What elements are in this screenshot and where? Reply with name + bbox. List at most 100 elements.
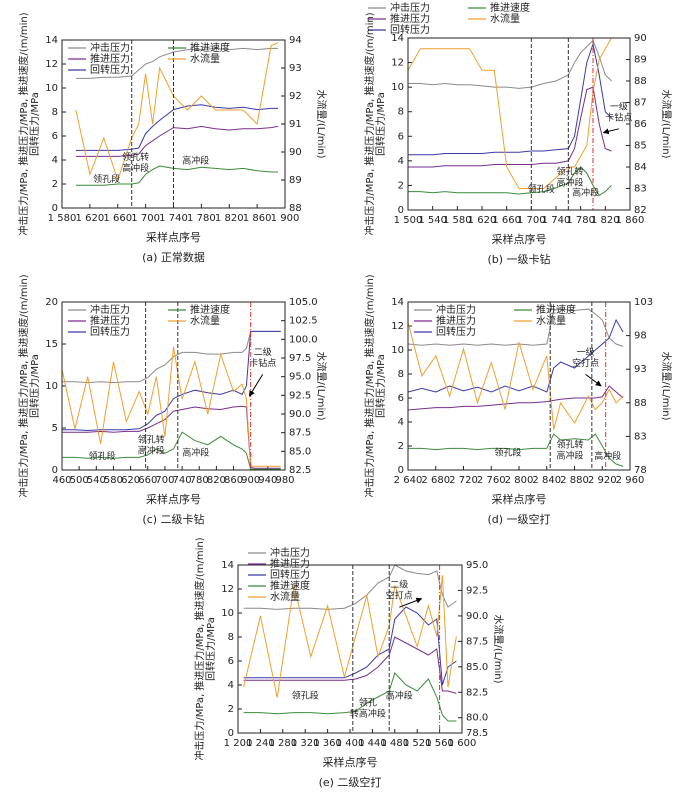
y-tick-label: 6: [52, 131, 58, 142]
y-axis-label: 回转压力/MPa: [204, 617, 217, 681]
annotation: 高冲段: [572, 186, 599, 198]
legend-label: 冲击压力: [90, 41, 130, 54]
panel: 2 640 2 680 2 720 2 760 2 800 2 840 2 880 2 920…: [363, 274, 673, 526]
y2-axis-label: 水流量/(L/min): [660, 90, 673, 159]
y-tick-label: 12: [391, 321, 404, 332]
x-tick-label: 1 600: [448, 738, 477, 749]
x-tick-label: 460: [52, 475, 71, 486]
x-tick-label: 1 740: [542, 215, 571, 226]
annotation: 二级: [390, 579, 408, 591]
x-tick-label: 660: [138, 475, 157, 486]
y2-tick-label: 100.0: [289, 334, 318, 345]
legend-label: 推进压力: [90, 314, 130, 327]
x-tick-label: 580: [104, 475, 123, 486]
y-tick-label: 10: [221, 608, 234, 619]
legend-label: 回转压力: [90, 63, 130, 76]
series-line: [243, 672, 457, 722]
y-tick-label: 8: [398, 107, 404, 118]
legend-label: 推进速度: [270, 579, 310, 592]
plot-frame: [61, 301, 286, 471]
y-tick-label: 6: [228, 656, 234, 667]
annotation: 转高冲段: [350, 707, 386, 719]
y2-tick-label: 92.5: [289, 390, 311, 401]
y2-tick-label: 91: [289, 119, 302, 130]
legend-label: 冲击压力: [270, 546, 310, 559]
plot-frame: [237, 564, 463, 734]
x-tick-label: 900: [241, 475, 260, 486]
x-tick-label: 1 620: [76, 213, 105, 224]
y-tick-label: 10: [391, 82, 404, 93]
y2-axis-label: 水流量/(L/min): [492, 615, 505, 684]
y2-tick-label: 92.5: [466, 585, 488, 596]
annotation: 一级: [610, 100, 628, 112]
x-tick-label: 1 280: [268, 738, 297, 749]
x-tick-label: 1 780: [566, 215, 595, 226]
x-axis-label: 采样点序号: [146, 230, 201, 244]
legend-label: 冲击压力: [436, 303, 476, 316]
x-axis-label: 采样点序号: [492, 492, 547, 506]
annotation: 领孔段: [292, 690, 319, 702]
y2-tick-label: 90: [289, 147, 302, 158]
y-tick-label: 10: [45, 83, 58, 94]
y2-tick-label: 87.5: [466, 636, 488, 647]
y2-axis-label: 水流量/(L/min): [315, 90, 328, 159]
series-line: [62, 330, 281, 384]
annotation: 高冲段: [182, 154, 209, 166]
y-tick-label: 20: [45, 297, 58, 308]
annotation: 领孔转: [557, 166, 584, 178]
series-line: [75, 47, 278, 79]
y-axis-label: 回转压力/MPa: [28, 92, 41, 156]
x-tick-label: 620: [121, 475, 140, 486]
legend-label: 推进压力: [270, 557, 310, 570]
y-tick-label: 8: [228, 632, 234, 643]
x-tick-label: 1 540: [418, 215, 447, 226]
y-axis-label: 冲击压力/MPa, 推进压力/MPa, 推进速度/(m/min): [193, 537, 206, 760]
y-tick-label: 14: [221, 560, 234, 571]
series-line: [75, 104, 278, 151]
legend-label: 推进速度: [536, 303, 576, 316]
y-tick-label: 2: [398, 180, 404, 191]
y-tick-label: 0: [52, 203, 58, 214]
x-tick-label: 820: [207, 475, 226, 486]
x-tick-label: 1 500: [394, 215, 423, 226]
y2-tick-label: 89: [634, 55, 647, 66]
annotation: 高冲段: [122, 162, 149, 174]
x-tick-label: 1 440: [358, 738, 387, 749]
y2-tick-label: 94: [289, 35, 302, 46]
x-tick-label: 2 880: [560, 475, 589, 486]
y-tick-label: 2: [228, 704, 234, 715]
chart-title: (d) 一级空打: [487, 512, 550, 526]
x-tick-label: 2 640: [394, 475, 423, 486]
legend-label: 冲击压力: [390, 1, 430, 14]
y2-tick-label: 88: [634, 398, 647, 409]
annotation: 领孔段: [494, 447, 521, 459]
y2-tick-label: 82: [634, 205, 647, 216]
series-line: [408, 433, 624, 467]
x-axis-label: 采样点序号: [323, 755, 378, 769]
y2-tick-label: 89: [289, 175, 302, 186]
x-tick-label: 2 680: [421, 475, 450, 486]
y-axis-label: 回转压力/MPa: [374, 354, 387, 418]
series-line: [243, 636, 457, 694]
x-tick-label: 2 800: [505, 475, 534, 486]
y2-tick-label: 102.5: [289, 316, 318, 327]
y-tick-label: 15: [45, 339, 58, 350]
y2-tick-label: 85.0: [289, 446, 311, 457]
legend-label: 水流量: [536, 314, 566, 327]
y2-tick-label: 82.5: [289, 465, 311, 476]
y-tick-label: 8: [52, 107, 58, 118]
annotation: 高冲段: [557, 449, 584, 461]
y-tick-label: 8: [398, 369, 404, 380]
x-tick-label: 1 860: [243, 213, 272, 224]
x-tick-label: 1 700: [131, 213, 160, 224]
legend-label: 水流量: [270, 590, 300, 603]
annotation: 卡钻点: [605, 111, 632, 123]
legend-label: 推进速度: [190, 41, 230, 54]
series-line: [243, 575, 457, 698]
x-tick-label: 1 740: [159, 213, 188, 224]
series-line: [62, 346, 281, 467]
y-tick-label: 6: [398, 393, 404, 404]
y-axis-label: 冲击压力/MPa, 推进压力/MPa, 推进速度/(m/min): [363, 12, 376, 235]
y-axis-label: 回转压力/MPa: [374, 92, 387, 156]
